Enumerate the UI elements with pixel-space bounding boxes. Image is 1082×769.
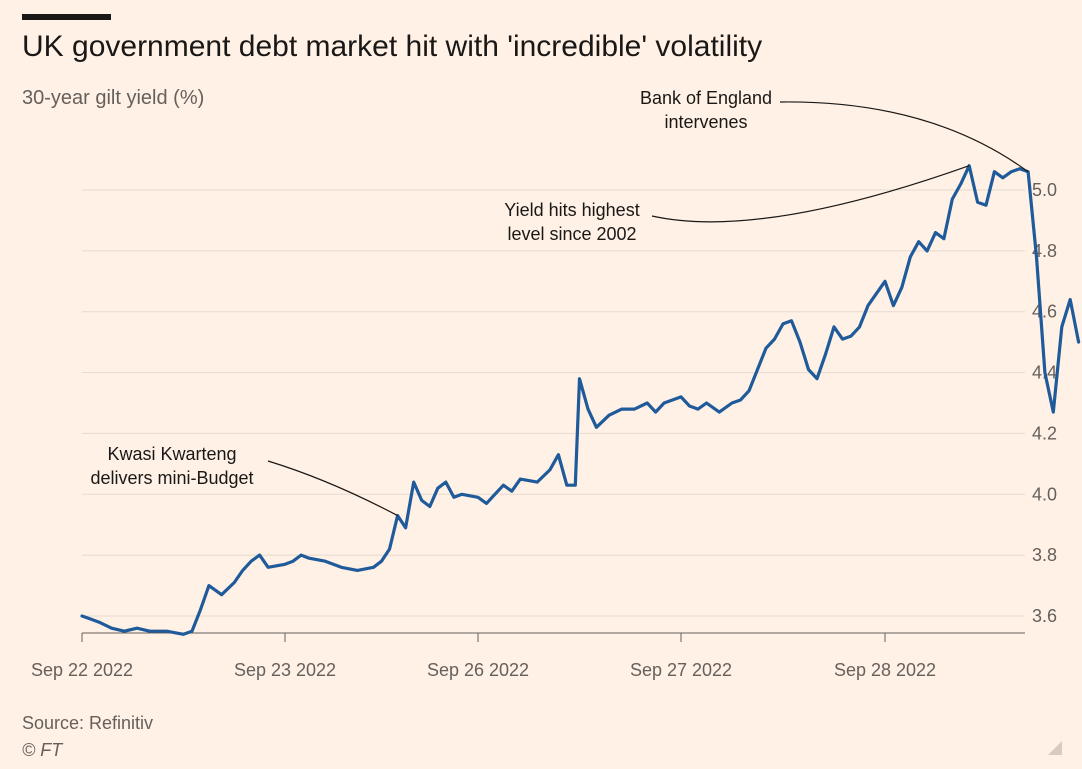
series-lines — [80, 164, 1081, 636]
y-tick-label: 4.8 — [1032, 241, 1057, 261]
x-tick-label: Sep 23 2022 — [234, 660, 336, 680]
y-tick-label: 4.6 — [1032, 302, 1057, 322]
x-tick-label: Sep 27 2022 — [630, 660, 732, 680]
gridlines — [82, 189, 1025, 617]
annotation-leader — [267, 460, 398, 517]
y-tick-label: 3.6 — [1032, 606, 1057, 626]
annotation-label: Bank of England — [640, 88, 772, 108]
chart-subtitle: 30-year gilt yield (%) — [22, 87, 205, 109]
x-axis: Sep 22 2022 Sep 23 2022 Sep 26 2022 Sep 27 … — [31, 632, 1025, 680]
y-tick-label: 3.8 — [1032, 545, 1057, 565]
x-tick-label: Sep 22 2022 — [31, 660, 133, 680]
annotation-label: level since 2002 — [507, 224, 636, 244]
y-tick-label: 5.0 — [1032, 180, 1057, 200]
copyright-note: © FT — [22, 740, 63, 760]
title-accent-bar — [22, 14, 111, 20]
series-line — [80, 164, 1081, 636]
y-tick-label: 4.0 — [1032, 484, 1057, 504]
resize-corner-mark — [1048, 741, 1062, 755]
y-axis: 3.63.84.04.24.44.64.85.0 — [1032, 180, 1057, 626]
annotation-label: Yield hits highest — [504, 200, 639, 220]
x-tick-label: Sep 26 2022 — [427, 660, 529, 680]
x-tick-label: Sep 28 2022 — [834, 660, 936, 680]
annotation-label: intervenes — [664, 112, 747, 132]
annotation-leader — [651, 165, 970, 223]
annotations: Kwasi Kwarteng delivers mini-Budget Yield … — [90, 88, 1029, 517]
chart-title: UK government debt market hit with 'incr… — [22, 30, 763, 63]
annotation-label: Kwasi Kwarteng — [107, 444, 236, 464]
source-note: Source: Refinitiv — [22, 713, 154, 733]
annotation-leader — [779, 101, 1029, 173]
annotation-label: delivers mini-Budget — [90, 468, 253, 488]
y-tick-label: 4.2 — [1032, 423, 1057, 443]
